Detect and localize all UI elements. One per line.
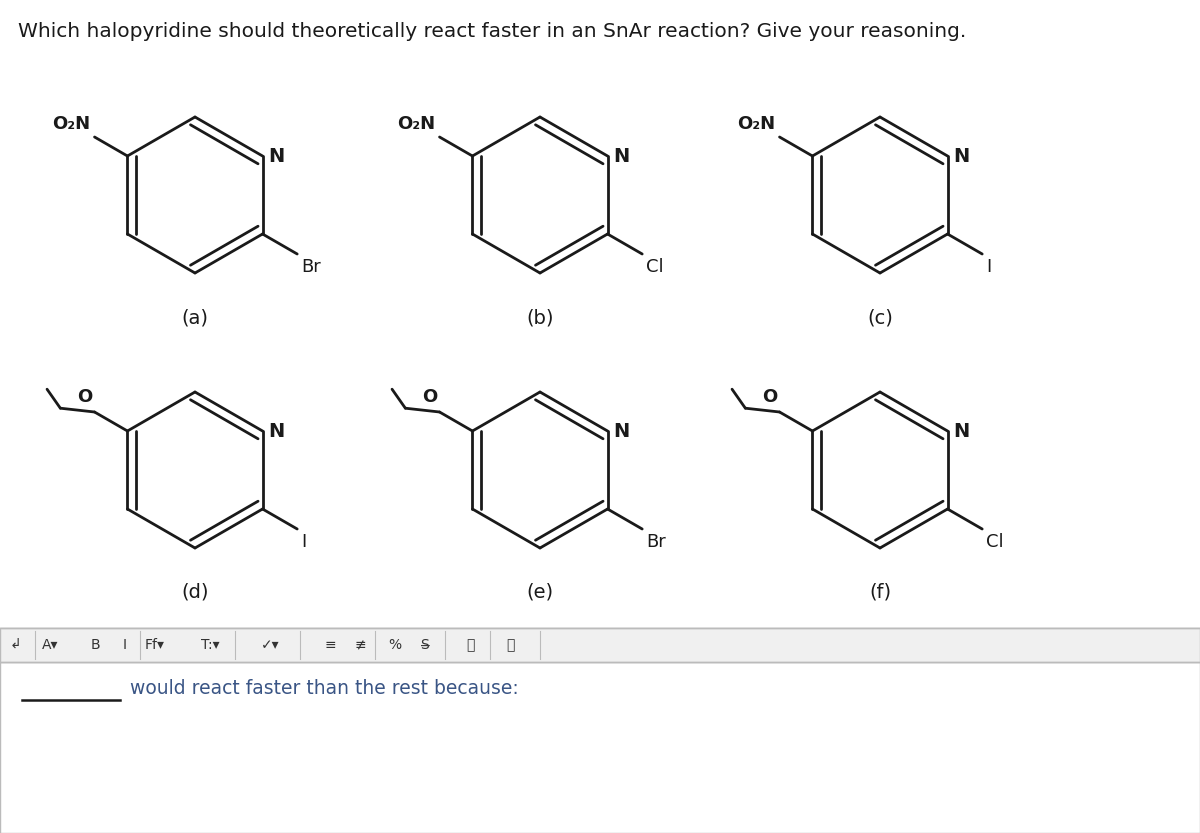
Text: O₂N: O₂N xyxy=(53,115,90,133)
Text: Cl: Cl xyxy=(646,258,664,276)
Text: O: O xyxy=(422,388,438,406)
Text: 📄: 📄 xyxy=(506,638,514,652)
Text: N: N xyxy=(269,421,284,441)
Text: Br: Br xyxy=(646,533,666,551)
Text: ≡: ≡ xyxy=(324,638,336,652)
Bar xyxy=(0,662,1200,833)
Text: A▾: A▾ xyxy=(42,638,59,652)
Text: would react faster than the rest because:: would react faster than the rest because… xyxy=(130,679,518,698)
Text: (e): (e) xyxy=(527,583,553,602)
Text: N: N xyxy=(613,147,630,166)
Text: Ff▾: Ff▾ xyxy=(145,638,166,652)
Text: ≢: ≢ xyxy=(354,638,366,652)
Text: N: N xyxy=(613,421,630,441)
Text: N: N xyxy=(269,147,284,166)
Text: I: I xyxy=(301,533,306,551)
Text: Which halopyridine should theoretically react faster in an SnAr reaction? Give y: Which halopyridine should theoretically … xyxy=(18,22,966,41)
Text: (f): (f) xyxy=(869,583,892,602)
Text: O: O xyxy=(762,388,778,406)
Text: N: N xyxy=(954,147,970,166)
Text: T:▾: T:▾ xyxy=(200,638,220,652)
Text: B: B xyxy=(90,638,100,652)
Bar xyxy=(0,628,1200,662)
Text: O₂N: O₂N xyxy=(738,115,775,133)
Text: I: I xyxy=(986,258,991,276)
Text: ✓▾: ✓▾ xyxy=(260,638,280,652)
Text: O: O xyxy=(77,388,92,406)
Text: %: % xyxy=(389,638,402,652)
Text: O₂N: O₂N xyxy=(397,115,436,133)
Text: 🖼: 🖼 xyxy=(466,638,474,652)
Text: (b): (b) xyxy=(527,308,553,327)
Text: (a): (a) xyxy=(181,308,209,327)
Text: I: I xyxy=(124,638,127,652)
Text: Br: Br xyxy=(301,258,320,276)
Text: (d): (d) xyxy=(181,583,209,602)
Text: S̶: S̶ xyxy=(421,638,430,652)
Text: Cl: Cl xyxy=(986,533,1004,551)
Text: (c): (c) xyxy=(868,308,893,327)
Text: ↲: ↲ xyxy=(10,638,20,652)
Text: N: N xyxy=(954,421,970,441)
